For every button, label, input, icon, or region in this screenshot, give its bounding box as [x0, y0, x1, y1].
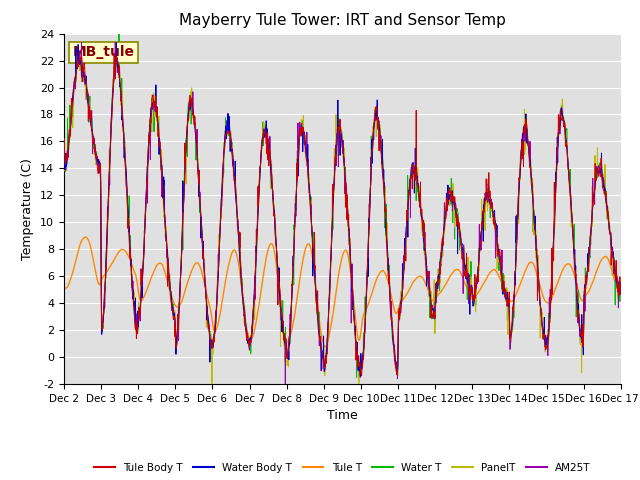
Line: PanelT: PanelT: [64, 52, 621, 390]
Tule Body T: [617, 292, 625, 298]
AM25T: [282, 396, 289, 402]
Tule Body T: [274, 276, 282, 281]
Water Body T: [547, 308, 554, 314]
Water Body T: [298, 124, 306, 130]
Tule T: [274, 274, 282, 280]
Legend: Tule Body T, Water Body T, Tule T, Water T, PanelT, AM25T: Tule Body T, Water Body T, Tule T, Water…: [90, 458, 595, 477]
Water Body T: [113, 40, 120, 46]
Water T: [353, 374, 360, 380]
Line: Tule T: Tule T: [64, 237, 621, 347]
Title: Mayberry Tule Tower: IRT and Sensor Temp: Mayberry Tule Tower: IRT and Sensor Temp: [179, 13, 506, 28]
Tule T: [298, 264, 306, 269]
Water T: [606, 231, 614, 237]
Tule Body T: [298, 125, 306, 131]
Water Body T: [124, 201, 132, 207]
PanelT: [157, 149, 164, 155]
Tule T: [606, 262, 614, 268]
AM25T: [157, 150, 164, 156]
PanelT: [74, 49, 81, 55]
Tule Body T: [60, 152, 68, 158]
PanelT: [124, 207, 132, 213]
Text: MB_tule: MB_tule: [72, 46, 134, 60]
Water T: [617, 288, 625, 294]
Line: Tule Body T: Tule Body T: [64, 52, 621, 376]
Tule Body T: [157, 160, 164, 166]
Y-axis label: Temperature (C): Temperature (C): [22, 158, 35, 260]
Water T: [124, 211, 132, 216]
Tule T: [321, 344, 329, 350]
AM25T: [77, 40, 85, 46]
Tule T: [157, 260, 164, 266]
PanelT: [60, 156, 68, 162]
AM25T: [606, 231, 614, 237]
Water Body T: [617, 286, 625, 291]
AM25T: [547, 287, 554, 292]
Tule T: [60, 286, 68, 291]
Water T: [274, 270, 282, 276]
Water Body T: [157, 156, 164, 161]
Water Body T: [606, 230, 614, 236]
PanelT: [617, 288, 625, 294]
Tule T: [617, 291, 625, 297]
AM25T: [60, 162, 68, 168]
Water T: [157, 152, 164, 157]
Water T: [298, 120, 306, 126]
Tule Body T: [358, 373, 365, 379]
Tule Body T: [606, 229, 614, 235]
AM25T: [617, 287, 625, 293]
PanelT: [274, 263, 282, 269]
Tule Body T: [547, 308, 554, 313]
Tule Body T: [76, 49, 84, 55]
Tule Body T: [124, 211, 132, 217]
X-axis label: Time: Time: [327, 409, 358, 422]
Tule T: [124, 252, 132, 258]
Water T: [115, 25, 123, 31]
Water Body T: [60, 159, 68, 165]
Tule T: [82, 234, 90, 240]
Line: AM25T: AM25T: [64, 43, 621, 399]
AM25T: [274, 263, 282, 269]
Water Body T: [356, 373, 364, 379]
Line: Water Body T: Water Body T: [64, 43, 621, 376]
PanelT: [606, 234, 614, 240]
PanelT: [547, 314, 554, 320]
Water Body T: [274, 264, 282, 270]
AM25T: [124, 204, 132, 210]
PanelT: [208, 387, 216, 393]
Water T: [60, 161, 68, 167]
Water T: [547, 309, 554, 314]
Tule T: [547, 299, 554, 304]
PanelT: [298, 132, 306, 137]
AM25T: [298, 124, 306, 130]
Line: Water T: Water T: [64, 28, 621, 377]
